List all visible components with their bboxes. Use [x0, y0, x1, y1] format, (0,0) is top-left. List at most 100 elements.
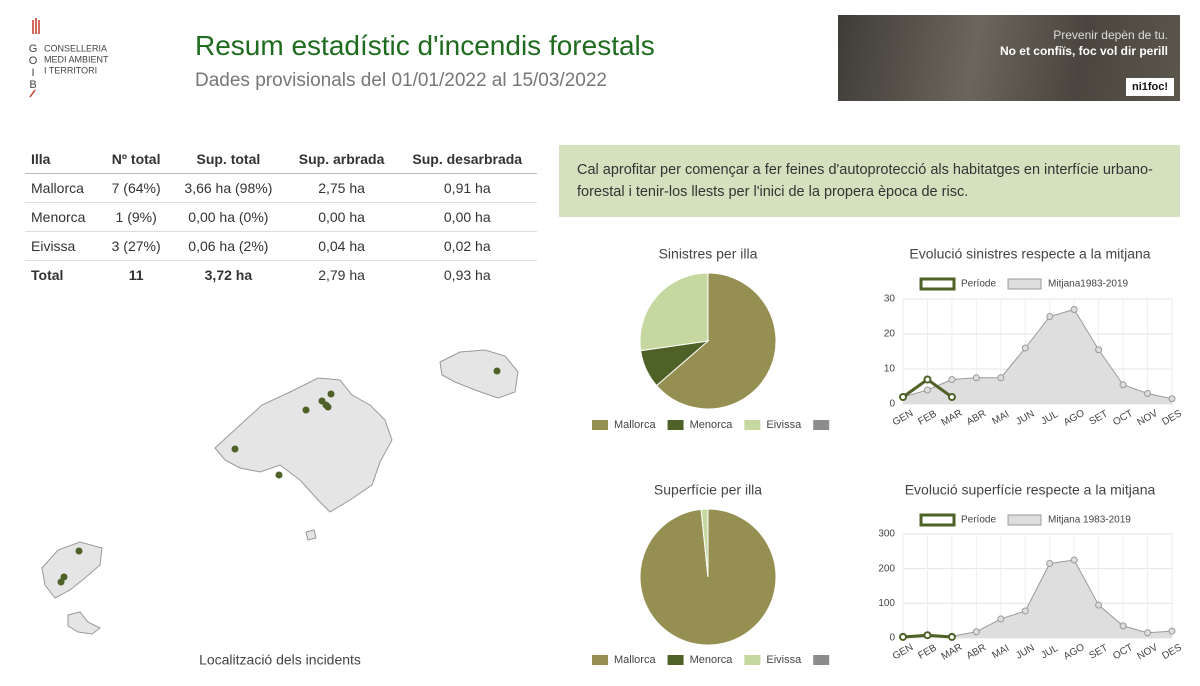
area: [903, 309, 1172, 404]
legend-swatch: [592, 420, 608, 430]
x-tick-label: MAR: [940, 642, 965, 663]
x-tick-label: GEN: [891, 642, 915, 662]
x-tick-label: MAI: [990, 643, 1011, 661]
column-header: Sup. desarbrada: [397, 145, 537, 174]
x-tick-label: SET: [1088, 642, 1110, 661]
legend-swatch: [1007, 514, 1042, 526]
table-cell: 3 (27%): [101, 231, 172, 261]
x-tick-label: MAR: [940, 408, 965, 429]
x-tick-label: JUN: [1014, 408, 1036, 427]
chart-title: Sinistres per illa: [659, 246, 758, 262]
column-header: Sup. total: [171, 145, 286, 174]
map: [41, 349, 519, 635]
point: [1144, 629, 1152, 637]
table-cell: Total: [31, 267, 64, 283]
x-tick-label: NOV: [1135, 642, 1160, 663]
x-tick-label: ABR: [965, 642, 988, 662]
line: [902, 308, 1173, 400]
legend-swatch: [919, 277, 956, 291]
table-cell: 0,91 ha: [397, 173, 537, 203]
x-tick-label: MAI: [990, 409, 1011, 427]
point: [1119, 381, 1127, 389]
x-tick-label: GEN: [891, 408, 915, 428]
point: [923, 386, 931, 394]
x-tick-label: FEB: [916, 642, 939, 661]
y-tick-label: 10: [884, 364, 896, 375]
legend-swatch: [744, 655, 761, 665]
table-cell: 11: [128, 267, 144, 283]
point: [923, 631, 932, 640]
legend-label: Eivissa: [766, 419, 802, 431]
notice: Cal aprofitar per començar a fer feines …: [559, 145, 1180, 217]
x-tick-label: JUN: [1014, 642, 1036, 661]
legend-swatch: [813, 655, 830, 665]
legend-label: Mallorca: [614, 419, 656, 431]
point: [997, 374, 1005, 382]
x-tick-label: DES: [1160, 408, 1184, 428]
column-header: Nº total: [101, 145, 172, 174]
map-caption: Localització dels incidents: [199, 652, 361, 668]
table-row: Total 11 3,72 ha 2,79 ha 0,93 ha: [25, 261, 537, 290]
logo-text: CONSELLERIA: [44, 43, 107, 53]
table-cell: 0,93 ha: [443, 267, 491, 283]
incident-points: [57, 367, 501, 586]
point: [1046, 559, 1054, 567]
column-header: Sup. arbrada: [285, 145, 398, 174]
y-tick-label: 200: [878, 563, 895, 574]
x-tick-label: OCT: [1111, 642, 1135, 662]
x-tick-label: AGO: [1062, 642, 1087, 663]
x-tick-label: NOV: [1135, 408, 1160, 429]
x-tick-label: SET: [1088, 408, 1110, 427]
point: [923, 375, 932, 384]
legend-swatch: [592, 655, 608, 665]
point: [1119, 622, 1127, 630]
legend-swatch: [667, 420, 684, 430]
point: [1168, 627, 1176, 635]
table-row: Menorca 1 (9%) 0,00 ha (0%) 0,00 ha 0,00 ha: [25, 202, 537, 232]
point: [1021, 607, 1029, 615]
table-row: Mallorca 7 (64%) 3,66 ha (98%) 2,75 ha 0,91 …: [25, 173, 537, 203]
table-cell: Mallorca: [25, 173, 102, 203]
x-tick-label: OCT: [1111, 408, 1135, 428]
logo-text: I TERRITORI: [44, 65, 97, 75]
table-cell: 3,66 ha (98%): [171, 173, 286, 203]
logo-letter: G: [29, 43, 38, 55]
y-tick-label: 30: [884, 294, 896, 305]
point: [899, 393, 907, 401]
y-tick-label: 0: [889, 399, 895, 410]
point: [1144, 390, 1152, 397]
table-cell: Menorca: [25, 202, 102, 232]
legend-label: Mallorca: [614, 654, 656, 666]
table-cell: 0,06 ha (2%): [171, 231, 286, 261]
point: [899, 632, 907, 641]
chart-title: Evolució superfície respecte a la mitjan…: [905, 482, 1156, 498]
point: [1070, 556, 1078, 564]
banner-badge: ni1foc!: [1126, 78, 1174, 96]
pie-slice: [655, 272, 777, 410]
table-cell: Eivissa: [25, 231, 102, 261]
legend-swatch: [744, 420, 761, 430]
x-tick-label: ABR: [965, 408, 988, 428]
y-tick-label: 20: [884, 329, 896, 340]
point: [972, 374, 980, 382]
x-tick-label: JUL: [1039, 643, 1060, 662]
page-subtitle: Dades provisionals del 01/01/2022 al 15/…: [195, 70, 607, 91]
area: [903, 560, 1172, 638]
x-tick-label: DES: [1160, 642, 1184, 662]
table-cell: 7 (64%): [101, 173, 172, 203]
x-tick-label: JUL: [1039, 409, 1060, 428]
chart-title: Superfície per illa: [654, 482, 762, 498]
y-tick-label: 300: [878, 529, 895, 540]
x-tick-label: FEB: [916, 408, 939, 427]
table-cell: 0,00 ha: [285, 202, 398, 232]
table-header-row: Illa Nº total Sup. total Sup. arbrada Sup. d…: [25, 145, 537, 174]
table-cell: 1 (9%): [101, 202, 172, 232]
chart-title: Evolució sinistres respecte a la mitjana: [909, 246, 1150, 262]
logo-text: MEDI AMBIENT: [44, 54, 109, 64]
column-header: Illa: [25, 145, 102, 174]
table-cell: 0,02 ha: [397, 231, 537, 261]
point: [947, 632, 956, 641]
y-tick-label: 0: [889, 633, 895, 644]
logo-letter: I: [31, 67, 34, 79]
